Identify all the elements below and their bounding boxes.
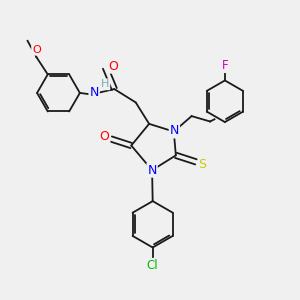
Text: Cl: Cl <box>147 259 158 272</box>
Text: O: O <box>100 130 110 143</box>
Text: N: N <box>170 124 179 137</box>
Text: N: N <box>89 86 99 99</box>
Text: O: O <box>108 60 118 73</box>
Text: F: F <box>222 59 228 72</box>
Text: S: S <box>199 158 207 171</box>
Text: N: N <box>147 164 157 177</box>
Text: H: H <box>101 79 109 89</box>
Text: O: O <box>32 45 41 55</box>
